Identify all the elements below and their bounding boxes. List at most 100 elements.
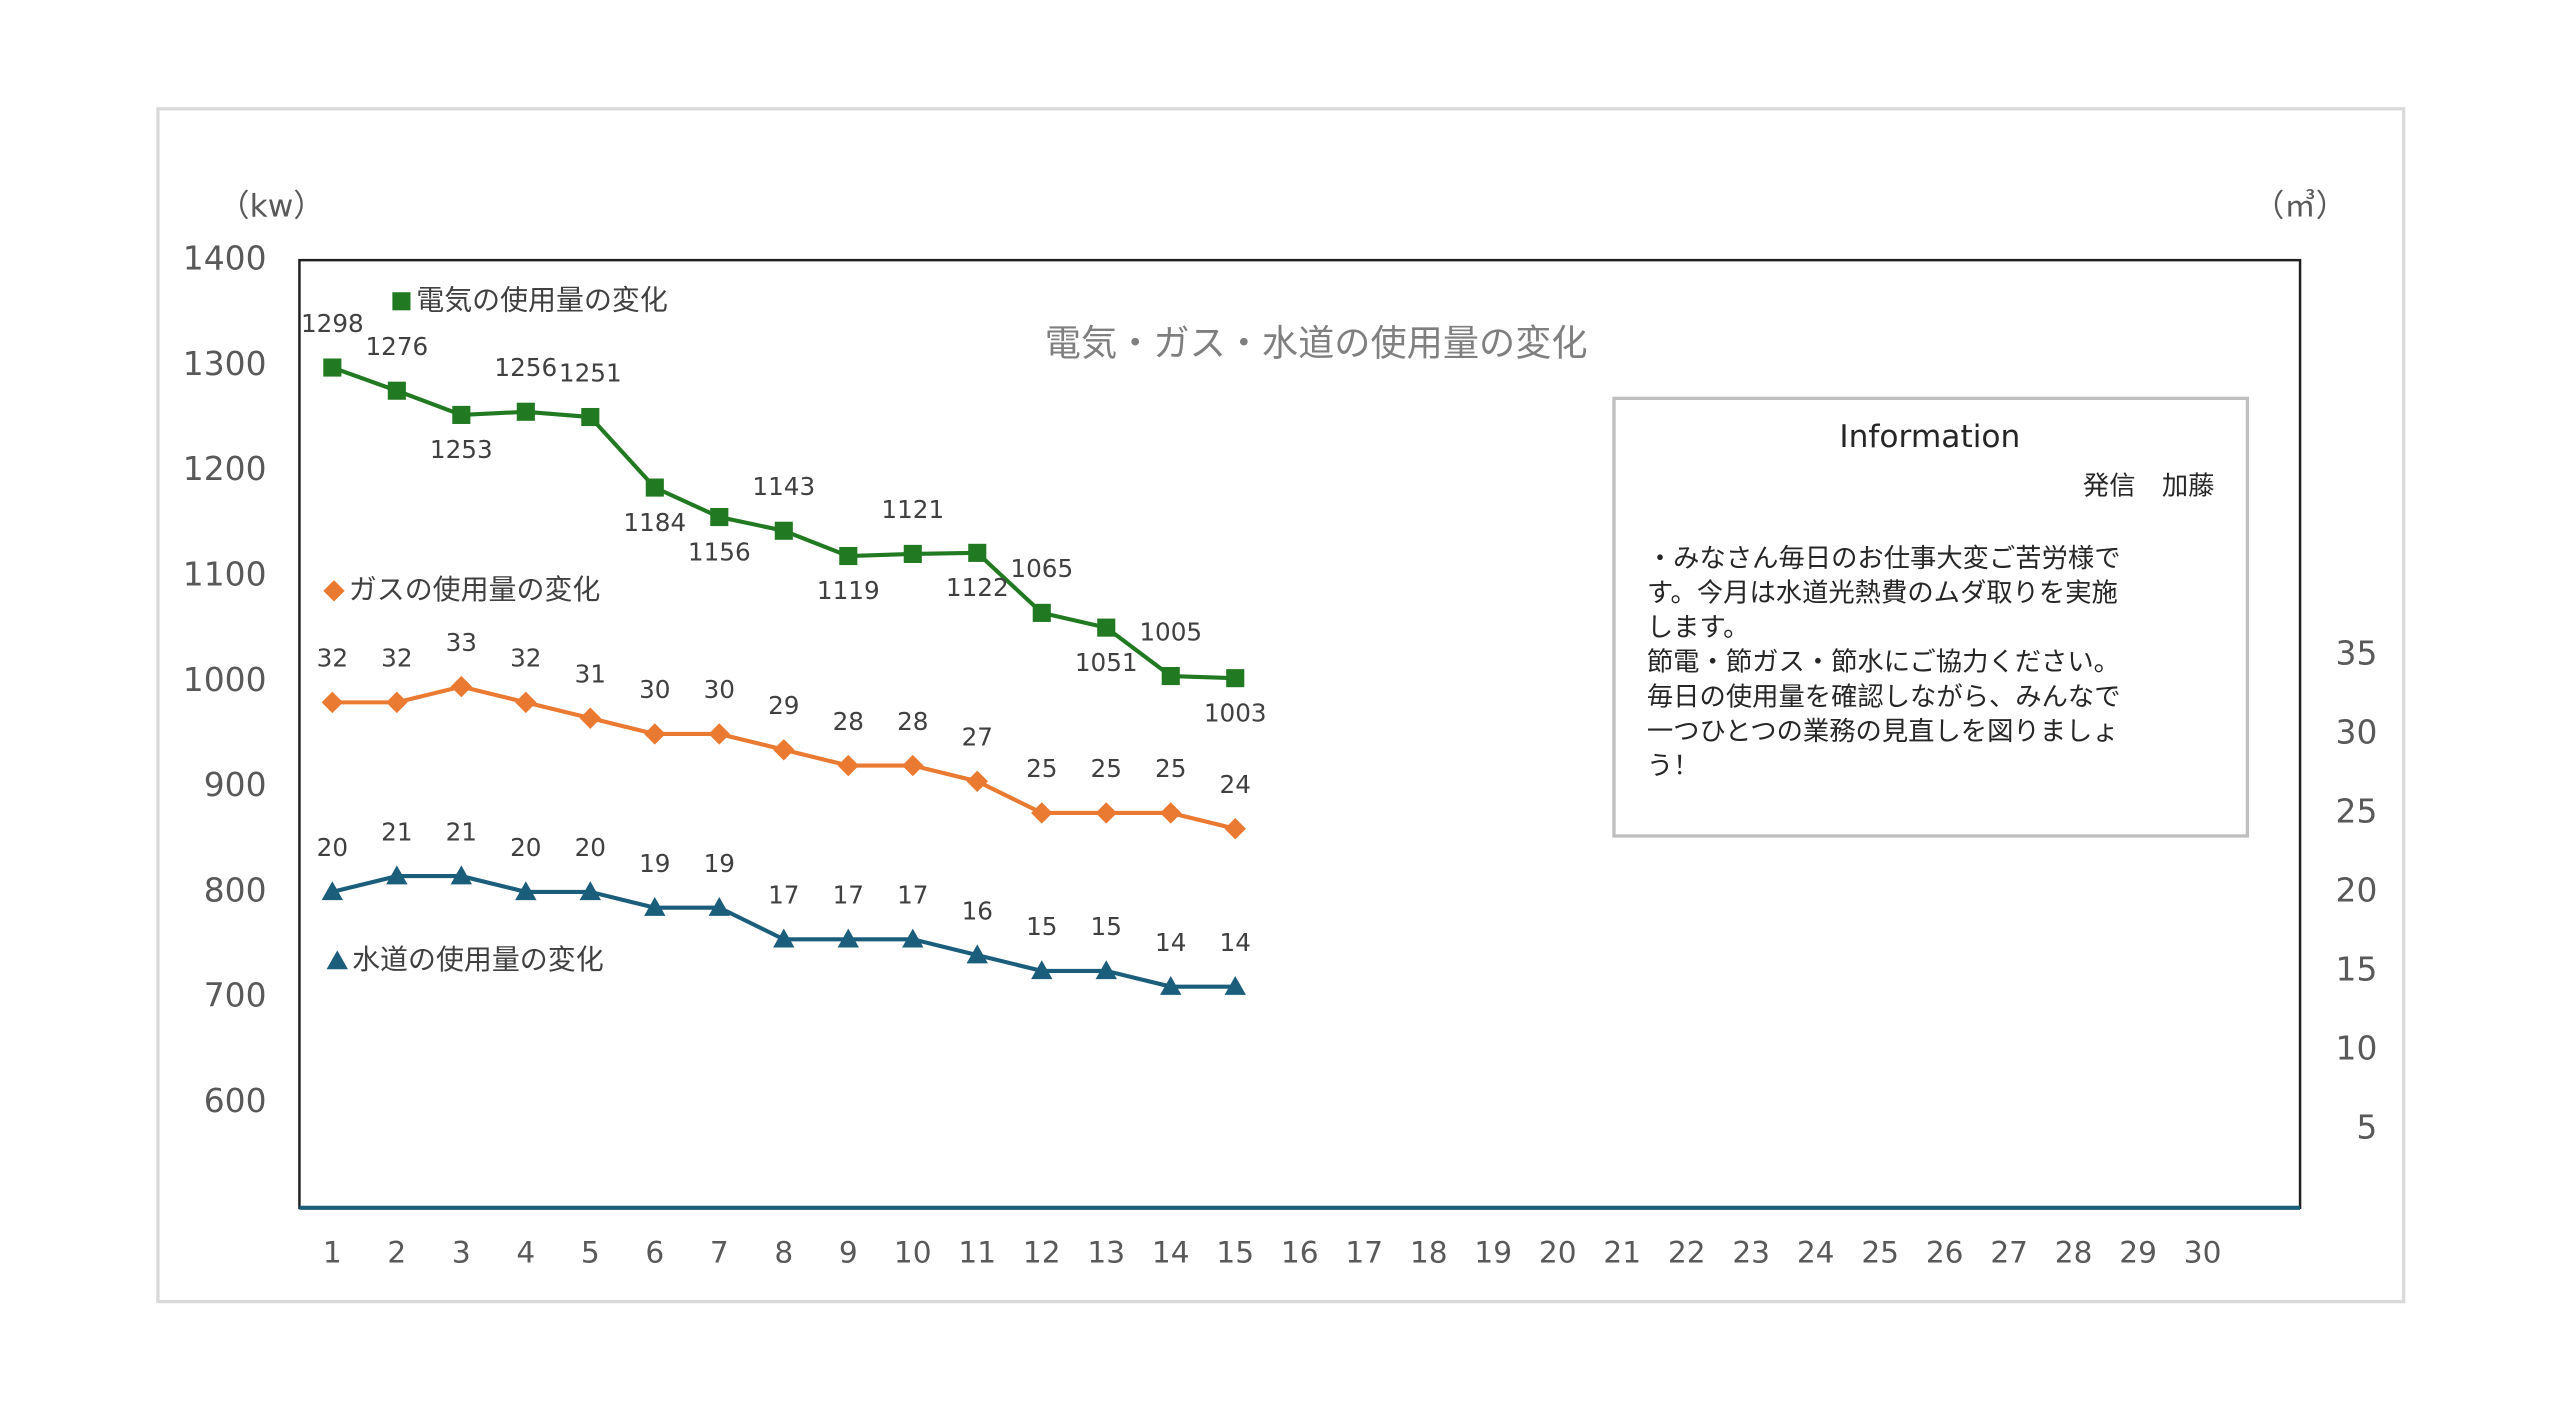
marker (644, 723, 666, 745)
y2-axis-label: （㎥） (2253, 188, 2347, 224)
marker (1032, 603, 1051, 622)
legend-marker (326, 950, 348, 970)
x-tick-label: 21 (1603, 1235, 1641, 1269)
x-tick-label: 8 (774, 1235, 793, 1269)
marker (452, 405, 471, 424)
x-tick-label: 2 (387, 1235, 406, 1269)
marker (579, 707, 602, 729)
marker (966, 944, 988, 964)
marker (323, 358, 342, 377)
marker (1224, 818, 1246, 840)
legend-marker (392, 292, 411, 311)
x-tick-label: 1 (323, 1235, 342, 1269)
data-label: 1051 (1075, 648, 1138, 677)
marker (773, 928, 795, 948)
data-label: 1253 (430, 435, 493, 464)
data-label: 1065 (1010, 554, 1073, 583)
marker (515, 691, 537, 714)
y2-tick-label: 35 (2336, 633, 2378, 672)
data-label: 28 (833, 707, 864, 736)
data-label: 32 (381, 644, 412, 673)
data-label: 32 (510, 644, 541, 673)
marker (708, 897, 730, 916)
legend-label: 電気の使用量の変化 (416, 283, 668, 316)
y-tick-label: 900 (204, 765, 267, 804)
marker (516, 402, 535, 421)
info-line: す。今月は水道光熱費のムダ取りを実施 (1647, 579, 2118, 609)
x-tick-label: 26 (1926, 1235, 1964, 1269)
data-label: 1121 (881, 495, 944, 524)
marker (386, 691, 408, 714)
info-line: う！ (1647, 751, 1700, 781)
data-label: 20 (575, 833, 606, 862)
marker (450, 865, 473, 885)
marker (579, 881, 602, 901)
data-label: 1251 (559, 358, 622, 387)
data-label: 17 (897, 881, 928, 910)
data-label: 1005 (1139, 617, 1202, 646)
x-tick-label: 24 (1797, 1235, 1835, 1269)
info-line: 一つひとつの業務の見直しを図りましょ (1647, 717, 2119, 747)
data-label: 29 (768, 691, 799, 720)
marker (837, 928, 859, 948)
info-line: 節電・節ガス・節水にご協力ください。 (1647, 648, 2120, 678)
y-tick-label: 1000 (183, 660, 267, 699)
info-sender: 発信 加藤 (2083, 472, 2215, 502)
x-tick-label: 19 (1474, 1235, 1512, 1269)
data-label: 14 (1155, 928, 1186, 957)
data-label: 32 (317, 644, 348, 673)
marker (902, 928, 924, 948)
x-tick-label: 9 (839, 1235, 858, 1269)
x-tick-label: 16 (1281, 1235, 1319, 1269)
data-label: 27 (962, 723, 993, 752)
data-label: 1122 (946, 573, 1009, 602)
marker (1161, 667, 1180, 686)
marker (1031, 960, 1053, 980)
marker (1224, 975, 1246, 995)
y2-tick-label: 5 (2356, 1107, 2377, 1146)
marker (386, 865, 408, 885)
data-label: 15 (1026, 912, 1057, 941)
x-tick-label: 13 (1087, 1235, 1125, 1269)
marker (837, 754, 859, 777)
data-label: 1276 (365, 332, 428, 361)
marker (1097, 618, 1116, 637)
x-tick-label: 23 (1732, 1235, 1770, 1269)
data-label: 1298 (301, 309, 364, 338)
marker (581, 407, 600, 427)
marker (773, 739, 795, 761)
data-label: 25 (1155, 754, 1186, 783)
data-label: 25 (1026, 754, 1057, 783)
legend-marker (323, 580, 345, 602)
info-line: します。 (1647, 613, 1750, 643)
marker (968, 543, 987, 562)
data-label: 21 (381, 817, 412, 846)
marker (774, 521, 793, 540)
y-tick-label: 700 (204, 976, 267, 1015)
data-label: 1119 (817, 576, 880, 605)
x-tick-label: 12 (1023, 1235, 1061, 1269)
x-tick-label: 14 (1152, 1235, 1190, 1269)
x-tick-label: 25 (1861, 1235, 1899, 1269)
data-label: 1143 (752, 472, 815, 501)
x-tick-label: 30 (2184, 1235, 2222, 1269)
marker (387, 381, 406, 400)
data-label: 19 (639, 849, 670, 878)
data-label: 1256 (494, 353, 557, 382)
info-line: ・みなさん毎日のお仕事大変ご苦労様で (1647, 544, 2121, 574)
y-tick-label: 1200 (183, 449, 267, 488)
y2-tick-label: 25 (2336, 791, 2378, 830)
x-tick-label: 18 (1410, 1235, 1448, 1269)
marker (645, 478, 664, 497)
marker (1095, 960, 1117, 980)
data-label: 24 (1220, 770, 1251, 799)
data-label: 21 (446, 817, 477, 846)
y-tick-label: 800 (204, 870, 267, 909)
y-tick-label: 1300 (183, 344, 267, 383)
x-tick-label: 6 (645, 1235, 664, 1269)
data-label: 30 (704, 675, 735, 704)
marker (1226, 669, 1245, 688)
data-label: 1184 (623, 508, 686, 537)
x-tick-label: 10 (894, 1235, 932, 1269)
data-label: 25 (1091, 754, 1122, 783)
